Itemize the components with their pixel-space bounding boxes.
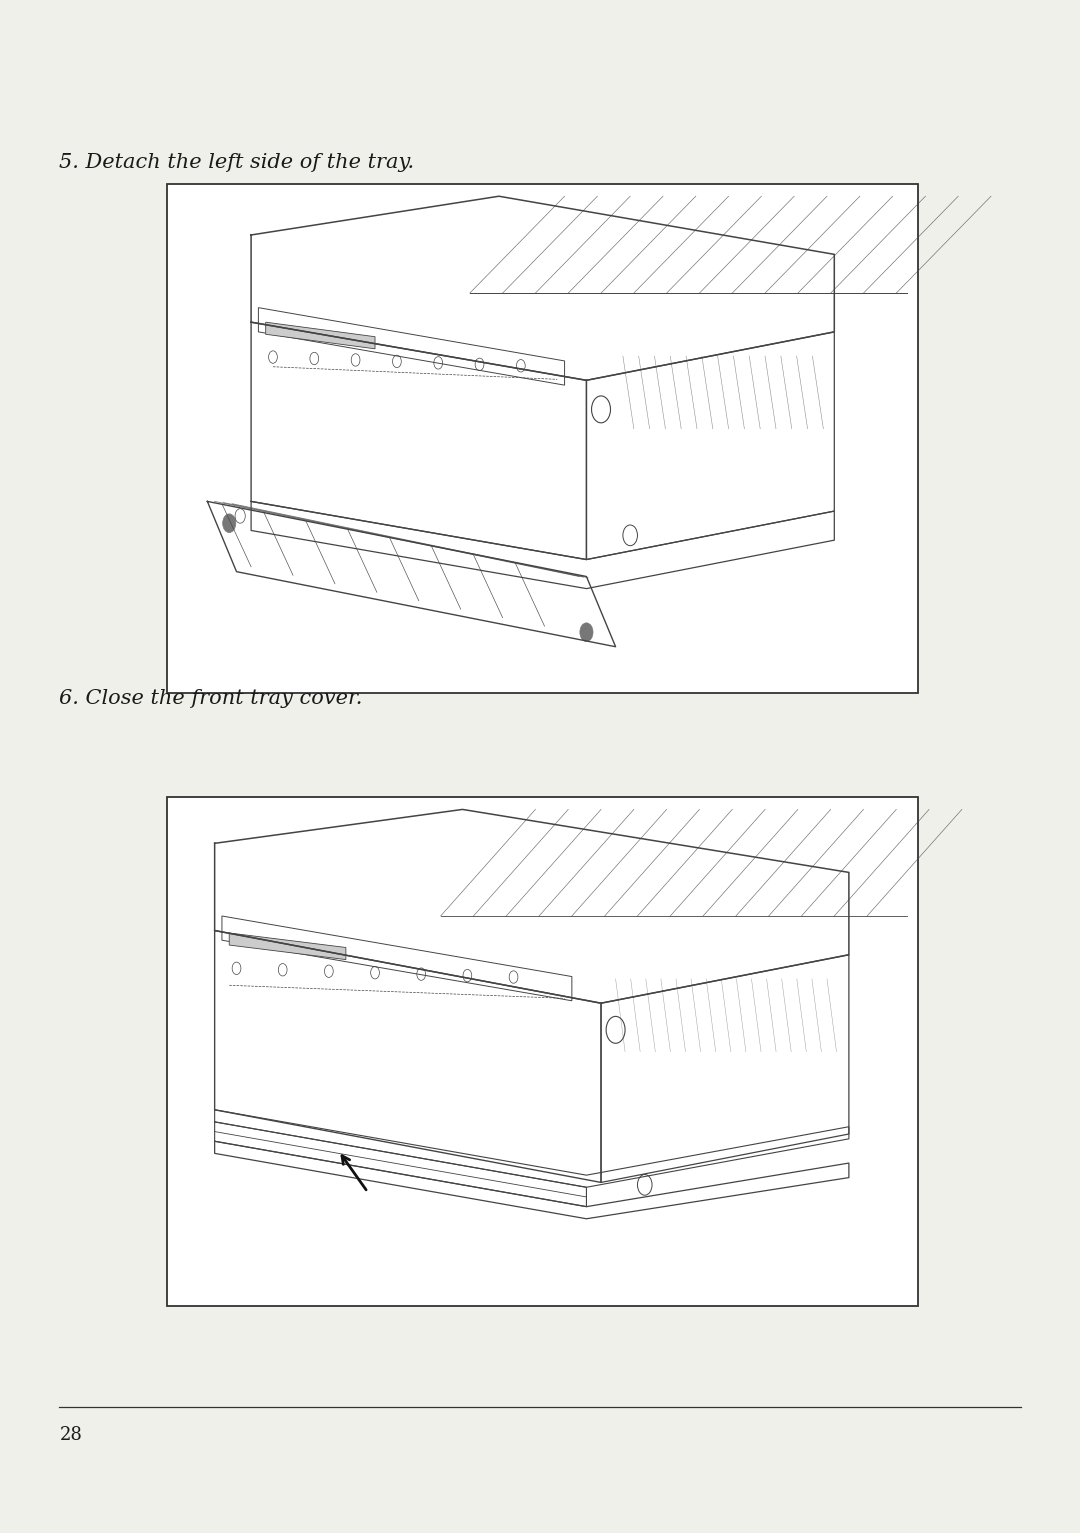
Bar — [167, 184, 918, 693]
Polygon shape — [229, 934, 346, 960]
Circle shape — [222, 514, 235, 532]
Text: 28: 28 — [59, 1426, 82, 1444]
Text: 5. Detach the left side of the tray.: 5. Detach the left side of the tray. — [59, 153, 415, 172]
Circle shape — [580, 622, 593, 641]
Bar — [167, 797, 918, 1306]
Text: 6. Close the front tray cover.: 6. Close the front tray cover. — [59, 690, 363, 708]
Polygon shape — [266, 322, 375, 350]
